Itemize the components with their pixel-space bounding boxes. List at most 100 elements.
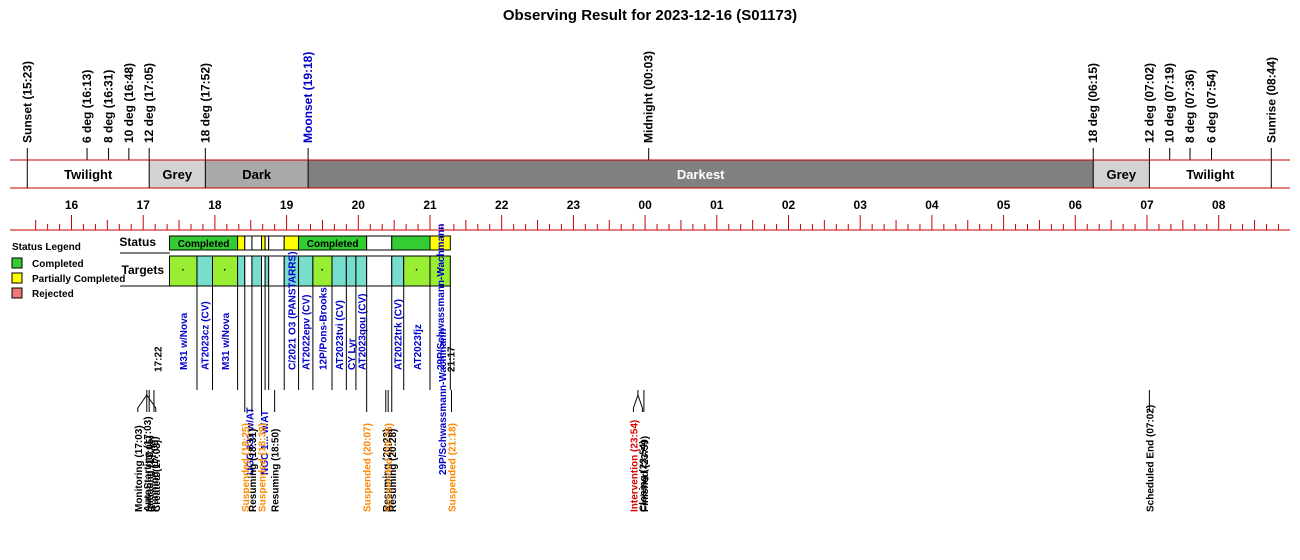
extra-target-name: NGC 1... w/AT	[260, 410, 271, 475]
sky-band-label: Darkest	[677, 167, 725, 182]
event-label: 6 deg (07:54)	[1205, 70, 1219, 143]
sky-band	[1093, 160, 1150, 188]
sky-band	[308, 160, 1094, 188]
hour-axis: 16 17 18 19 20 21 22 23 00 01 02 03 04 05 06 07 08	[10, 198, 1290, 231]
log-leader	[137, 394, 148, 409]
target-marker: ·	[223, 265, 226, 276]
event-label: Sunrise (08:44)	[1264, 57, 1278, 143]
log-event-label: Suspended (20:07)	[363, 423, 374, 512]
log-event-label: Resuming (20:28)	[388, 429, 399, 512]
sky-band-label: Dark	[242, 167, 272, 182]
legend-item-label: Rejected	[32, 289, 74, 300]
hour-tick-label: 03	[854, 198, 868, 212]
target-name: 12P/Pons-Brooks	[318, 287, 329, 370]
legend-item-label: Partially Completed	[32, 274, 125, 285]
status-block-label: Completed	[307, 239, 359, 250]
target-block	[237, 255, 246, 287]
hour-tick-label: 19	[280, 198, 294, 212]
target-block	[298, 255, 314, 287]
log-event-label: AutoStarting (17:03)	[143, 416, 154, 512]
status-row-label: Status	[119, 235, 156, 249]
sky-band	[205, 160, 309, 188]
target-block	[251, 255, 263, 287]
target-marker: ·	[182, 265, 185, 276]
hour-tick-label: 00	[638, 198, 652, 212]
log-event-label: Suspended (21:18)	[448, 423, 459, 512]
event-label: 12 deg (17:05)	[142, 63, 156, 143]
target-block	[212, 255, 239, 287]
status-legend: Status Legend Completed Partially Complete…	[11, 242, 125, 300]
event-label: 10 deg (07:19)	[1163, 63, 1177, 143]
hour-tick-label: 21	[423, 198, 437, 212]
log-event-label: Suspended (18:25)	[241, 423, 252, 512]
target-marker: ·	[321, 265, 324, 276]
target-block	[264, 255, 270, 287]
log-event-label: Suspended (18:39)	[258, 423, 269, 512]
log-leader	[637, 394, 643, 409]
sky-band	[27, 160, 150, 188]
target-marker: ·	[438, 265, 441, 276]
hour-tick-label: 17	[137, 198, 151, 212]
hour-tick-label: 23	[567, 198, 581, 212]
sky-band	[1149, 160, 1272, 188]
legend-swatch	[11, 257, 23, 269]
status-block	[264, 235, 270, 251]
status-block	[283, 235, 300, 251]
start-end-time: 21:17	[446, 346, 457, 372]
hour-tick-label: 05	[997, 198, 1011, 212]
status-block	[244, 235, 253, 251]
status-block	[429, 235, 451, 251]
target-block	[345, 255, 357, 287]
target-name: C/2021 O3 (PANSTARRS)	[287, 251, 298, 370]
hour-tick-label: 16	[65, 198, 79, 212]
target-block	[268, 255, 285, 287]
sky-band-label: Twilight	[64, 167, 113, 182]
start-end-time: 17:22	[153, 346, 164, 372]
target-name: AT2022epv (CV)	[302, 295, 313, 370]
legend-item-label: Completed	[32, 259, 84, 270]
target-block	[391, 255, 405, 287]
target-block	[196, 255, 214, 287]
legend-swatch	[11, 287, 23, 299]
targets-row-label: Targets	[122, 263, 165, 277]
hour-tick-label: 08	[1212, 198, 1226, 212]
sky-band-label: Twilight	[1186, 167, 1235, 182]
status-target-rows: Status Targets Completed Completed · M31 w/No…	[119, 224, 457, 475]
legend-title: Status Legend	[12, 242, 81, 253]
hour-tick-label: 20	[352, 198, 366, 212]
sky-band	[149, 160, 206, 188]
hour-tick-label: 07	[1140, 198, 1154, 212]
hour-tick-label: 22	[495, 198, 509, 212]
target-block	[366, 255, 393, 287]
log-leader	[632, 394, 639, 409]
log-events: Monitoring (17:03)AutoStarting (17:03)Cr…	[134, 390, 1156, 512]
extra-target-name: 29P/Schwassmann-Wachmann	[438, 329, 449, 475]
hour-tick-label: 18	[208, 198, 222, 212]
status-block	[251, 235, 263, 251]
event-label: 8 deg (07:36)	[1183, 70, 1197, 143]
event-label: 10 deg (16:48)	[122, 63, 136, 143]
target-block	[429, 255, 451, 287]
log-event-label: Intervention (23:54)	[629, 420, 640, 512]
hour-tick-label: 04	[925, 198, 939, 212]
target-name: AT2023cz (CV)	[201, 301, 212, 370]
event-labels: Sunset (15:23) 6 deg (16:13) 8 deg (16:31)…	[20, 51, 1278, 160]
chart-title: Observing Result for 2023-12-16 (S01173)	[503, 7, 797, 24]
log-event-label: Suspended (20:25)	[384, 423, 395, 512]
target-name: AT2023tvi (CV)	[335, 300, 346, 370]
sky-band-label: Grey	[1106, 167, 1136, 182]
target-name: AT2022trk (CV)	[394, 299, 405, 370]
hour-tick-label: 01	[710, 198, 724, 212]
event-label: 12 deg (07:02)	[1142, 63, 1156, 143]
target-name: AT2023qou (CV)	[357, 294, 368, 371]
event-label: 18 deg (17:52)	[198, 63, 212, 143]
sky-band-label: Grey	[162, 167, 192, 182]
log-event-label: Resuming (18:50)	[271, 429, 282, 512]
target-block	[244, 255, 253, 287]
legend-swatch	[11, 272, 23, 284]
log-event-label: Created (17:03)	[152, 440, 163, 512]
hour-tick-label: 06	[1069, 198, 1083, 212]
target-name: AT2023fjz	[413, 324, 424, 370]
target-name: 29P/Schwassmann-Wachmann	[436, 224, 447, 370]
log-event-label: Scheduled End (07:02)	[1145, 405, 1156, 512]
